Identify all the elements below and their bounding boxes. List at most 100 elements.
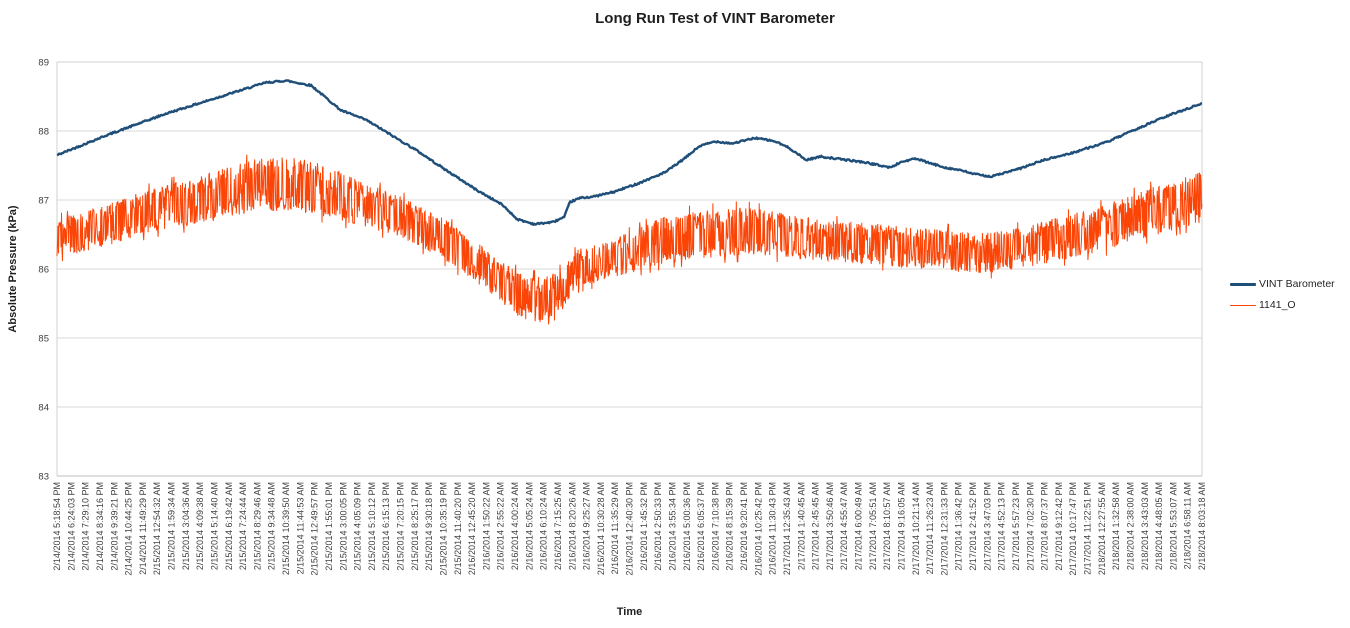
x-tick-label: 2/16/2014 9:20:41 PM — [739, 482, 749, 571]
x-tick-label: 2/17/2014 4:55:47 AM — [839, 482, 849, 570]
x-tick-label: 2/17/2014 11:26:23 AM — [925, 482, 935, 574]
x-tick-label: 2/17/2014 2:41:52 PM — [968, 482, 978, 571]
x-tick-label: 2/18/2014 12:27:55 AM — [1097, 482, 1107, 575]
x-tick-label: 2/15/2014 9:30:18 PM — [424, 482, 434, 571]
x-tick-label: 2/16/2014 6:05:37 PM — [696, 482, 706, 571]
legend-item-vint-barometer: VINT Barometer — [1230, 278, 1335, 290]
x-tick-label: 2/18/2014 3:43:03 AM — [1140, 482, 1150, 570]
x-tick-label: 2/17/2014 12:35:43 AM — [782, 482, 792, 575]
series-vint-barometer-line — [56, 79, 1203, 226]
x-tick-label: 2/15/2014 1:55:01 PM — [324, 482, 334, 571]
x-tick-label: 2/18/2014 8:03:18 AM — [1197, 482, 1207, 570]
x-tick-label: 2/18/2014 4:48:05 AM — [1154, 482, 1164, 570]
x-tick-label: 2/14/2014 11:49:29 PM — [138, 482, 148, 575]
x-tick-label: 2/17/2014 7:02:30 PM — [1025, 482, 1035, 571]
x-tick-label: 2/14/2014 8:34:16 PM — [95, 482, 105, 571]
x-tick-label: 2/15/2014 8:29:46 AM — [252, 482, 262, 570]
x-axis-title: Time — [616, 606, 643, 618]
chart-title: Long Run Test of VINT Barometer — [595, 10, 835, 27]
x-tick-label: 2/18/2014 1:32:58 AM — [1111, 482, 1121, 570]
x-tick-label: 2/17/2014 6:00:49 AM — [854, 482, 864, 570]
x-tick-label: 2/16/2014 1:45:32 PM — [639, 482, 649, 571]
x-tick-label: 2/16/2014 3:55:34 PM — [667, 482, 677, 571]
x-tick-label: 2/17/2014 10:17:47 PM — [1068, 482, 1078, 576]
y-tick-label: 87 — [38, 196, 49, 207]
y-tick-label: 86 — [38, 265, 49, 276]
x-tick-label: 2/16/2014 4:00:24 AM — [510, 482, 520, 570]
x-tick-label: 2/18/2014 5:53:07 AM — [1168, 482, 1178, 570]
x-tick-label: 2/17/2014 3:50:46 AM — [825, 482, 835, 570]
x-tick-label: 2/16/2014 11:30:43 PM — [768, 482, 778, 575]
x-tick-label: 2/17/2014 9:12:42 PM — [1054, 482, 1064, 571]
x-tick-label: 2/16/2014 8:15:39 PM — [725, 482, 735, 571]
x-tick-label: 2/15/2014 3:00:05 PM — [338, 482, 348, 571]
y-tick-label: 89 — [38, 58, 49, 69]
x-tick-label: 2/14/2014 5:18:54 PM — [52, 482, 62, 571]
legend-label: 1141_O — [1259, 299, 1296, 311]
x-tick-label: 2/16/2014 7:10:38 PM — [710, 482, 720, 571]
x-tick-label: 2/15/2014 4:05:09 PM — [353, 482, 363, 571]
x-tick-label: 2/17/2014 3:47:03 PM — [982, 482, 992, 571]
x-tick-label: 2/17/2014 10:21:14 AM — [911, 482, 921, 575]
x-tick-label: 2/15/2014 4:09:38 AM — [195, 482, 205, 570]
x-tick-label: 2/17/2014 9:16:05 AM — [896, 482, 906, 570]
x-tick-label: 2/15/2014 3:04:36 AM — [181, 482, 191, 570]
x-tick-label: 2/17/2014 5:57:23 PM — [1011, 482, 1021, 571]
x-tick-label: 2/17/2014 8:10:57 AM — [882, 482, 892, 570]
x-tick-label: 2/17/2014 2:45:45 AM — [811, 482, 821, 570]
x-tick-label: 2/16/2014 8:20:26 AM — [567, 482, 577, 570]
x-tick-label: 2/16/2014 6:10:24 AM — [539, 482, 549, 570]
legend-label: VINT Barometer — [1259, 278, 1335, 290]
y-axis-title: Absolute Pressure (kPa) — [7, 205, 19, 333]
legend-item-1141-o: 1141_O — [1230, 299, 1335, 311]
x-tick-label: 2/15/2014 7:20:15 PM — [396, 482, 406, 571]
x-tick-label: 2/16/2014 7:15:25 AM — [553, 482, 563, 570]
x-tick-label: 2/15/2014 9:34:48 AM — [267, 482, 277, 570]
x-tick-label: 2/14/2014 7:29:10 PM — [81, 482, 91, 571]
x-tick-label: 2/15/2014 10:39:50 AM — [281, 482, 291, 575]
x-tick-label: 2/15/2014 12:49:57 PM — [310, 482, 320, 576]
x-tick-label: 2/16/2014 2:50:33 PM — [653, 482, 663, 571]
legend-line-sample-1141-o — [1230, 304, 1256, 306]
x-tick-label: 2/15/2014 11:40:20 PM — [453, 482, 463, 575]
x-tick-label: 2/15/2014 6:19:42 AM — [224, 482, 234, 570]
x-tick-label: 2/14/2014 9:39:21 PM — [109, 482, 119, 571]
x-tick-label: 2/14/2014 10:44:25 PM — [124, 482, 134, 576]
x-tick-label: 2/18/2014 2:38:00 AM — [1125, 482, 1135, 570]
x-tick-label: 2/16/2014 11:35:29 AM — [610, 482, 620, 574]
x-tick-label: 2/15/2014 8:25:17 PM — [410, 482, 420, 571]
x-tick-label: 2/17/2014 7:05:51 AM — [868, 482, 878, 570]
x-tick-label: 2/15/2014 12:54:32 AM — [152, 482, 162, 575]
y-tick-label: 85 — [38, 334, 49, 345]
x-tick-label: 2/16/2014 12:45:20 AM — [467, 482, 477, 575]
x-tick-label: 2/15/2014 7:24:44 AM — [238, 482, 248, 570]
x-tick-label: 2/15/2014 11:44:53 AM — [295, 482, 305, 574]
x-tick-label: 2/16/2014 5:05:24 AM — [524, 482, 534, 570]
x-tick-label: 2/15/2014 10:35:19 PM — [438, 482, 448, 576]
x-tick-label: 2/18/2014 6:58:11 AM — [1183, 482, 1193, 569]
x-tick-label: 2/15/2014 1:59:34 AM — [167, 482, 177, 570]
x-tick-label: 2/15/2014 6:15:13 PM — [381, 482, 391, 571]
x-tick-label: 2/17/2014 8:07:37 PM — [1040, 482, 1050, 571]
series-1141-o-line — [56, 154, 1203, 325]
x-tick-label: 2/16/2014 10:30:28 AM — [596, 482, 606, 575]
x-tick-label: 2/16/2014 12:40:30 PM — [625, 482, 635, 576]
x-tick-label: 2/15/2014 5:10:12 PM — [367, 482, 377, 571]
y-tick-label: 83 — [38, 472, 49, 483]
x-tick-label: 2/16/2014 5:00:36 PM — [682, 482, 692, 571]
x-tick-label: 2/16/2014 2:55:22 AM — [496, 482, 506, 570]
x-tick-label: 2/16/2014 10:25:42 PM — [753, 482, 763, 576]
x-tick-label: 2/17/2014 11:22:51 PM — [1083, 482, 1093, 575]
y-tick-label: 84 — [38, 403, 49, 414]
x-tick-label: 2/17/2014 1:36:42 PM — [954, 482, 964, 571]
legend: VINT Barometer 1141_O — [1230, 278, 1335, 311]
legend-line-sample-vint-barometer — [1230, 282, 1256, 286]
x-tick-label: 2/16/2014 1:50:22 AM — [481, 482, 491, 570]
x-tick-label: 2/17/2014 12:31:33 PM — [939, 482, 949, 576]
x-tick-label: 2/17/2014 4:52:13 PM — [997, 482, 1007, 571]
x-tick-label: 2/17/2014 1:40:45 AM — [796, 482, 806, 570]
x-tick-label: 2/14/2014 6:24:03 PM — [66, 482, 76, 571]
x-tick-label: 2/15/2014 5:14:40 AM — [209, 482, 219, 570]
